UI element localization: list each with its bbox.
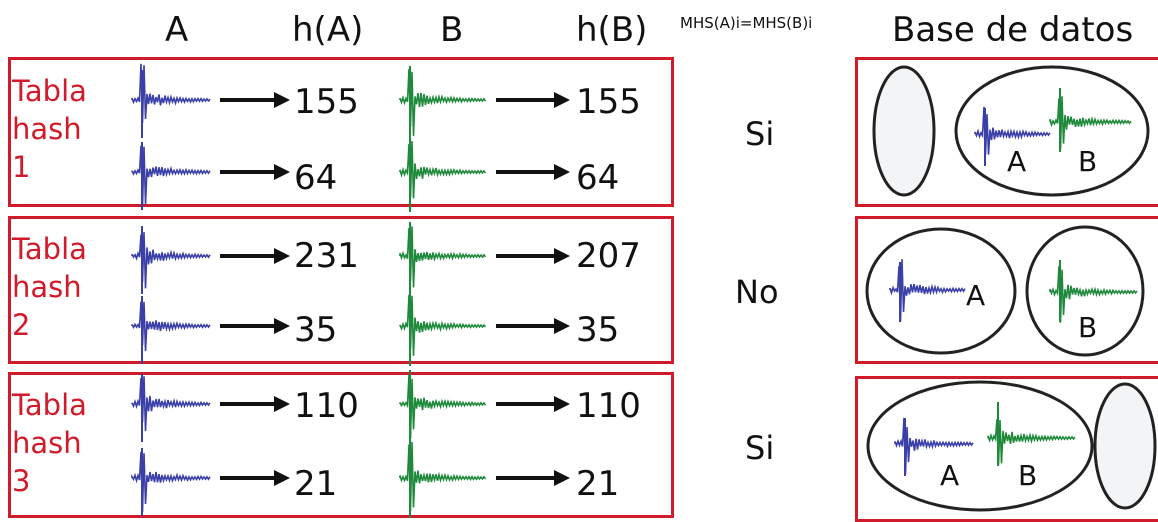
header-condition: MHS(A)i=MHS(B)i — [680, 14, 813, 32]
hb-value: 110 — [576, 386, 641, 426]
waveform — [894, 417, 974, 474]
arrow-head — [554, 92, 570, 108]
bucket-a-b — [866, 380, 1094, 512]
comparison-result: Si — [745, 115, 775, 153]
comparison-result: Si — [745, 429, 775, 467]
waveform — [399, 68, 487, 136]
arrow-head — [274, 92, 290, 108]
ha-value: 21 — [294, 464, 338, 504]
header-b: B — [440, 10, 464, 50]
arrow-head — [554, 248, 570, 264]
hb-value: 207 — [576, 236, 641, 276]
waveform — [1049, 96, 1132, 150]
comparison-result: No — [735, 273, 779, 311]
waveform — [1049, 265, 1138, 323]
ha-value: 64 — [294, 158, 338, 198]
table-1-label: Tabla hash 1 — [12, 74, 87, 184]
hb-value: 64 — [576, 158, 620, 198]
header-hb: h(B) — [576, 10, 648, 50]
ha-value: 155 — [294, 82, 359, 122]
arrow-head — [554, 318, 570, 334]
hash-table-1-box — [8, 57, 674, 207]
waveform — [399, 441, 487, 512]
waveform — [399, 140, 487, 199]
waveform — [131, 63, 211, 123]
empty-bucket — [872, 65, 936, 197]
arrow-head — [554, 396, 570, 412]
ha-value: 110 — [294, 386, 359, 426]
waveform — [131, 376, 211, 432]
arrow-head — [554, 164, 570, 180]
empty-bucket — [1093, 382, 1157, 510]
arrow-head — [274, 164, 290, 180]
hb-value: 35 — [576, 310, 620, 350]
bucket-letter-b: B — [1078, 311, 1098, 344]
bucket-a — [865, 227, 1017, 355]
waveform — [399, 294, 487, 356]
header-ha: h(A) — [292, 10, 364, 50]
waveform — [131, 301, 211, 352]
arrow-head — [274, 470, 290, 486]
bucket-letter-a: A — [1007, 145, 1027, 178]
arrow-head — [274, 248, 290, 264]
arrow-head — [274, 396, 290, 412]
hash-table-2-box — [8, 216, 674, 364]
waveform — [987, 419, 1076, 465]
waveform — [889, 259, 966, 322]
database-box-1 — [855, 57, 1158, 207]
ha-value: 231 — [294, 236, 359, 276]
waveform — [131, 145, 211, 207]
waveform — [974, 106, 1051, 155]
ha-value: 35 — [294, 310, 338, 350]
hb-value: 155 — [576, 82, 641, 122]
waveform — [131, 232, 211, 289]
bucket-a-b — [954, 65, 1150, 197]
table-3-label: Tabla hash 3 — [12, 388, 87, 498]
table-2-label: Tabla hash 2 — [12, 232, 87, 342]
hb-value: 21 — [576, 464, 620, 504]
waveform — [131, 451, 211, 512]
hash-table-3-box — [8, 372, 674, 518]
waveform — [399, 374, 487, 440]
bucket-letter-b: B — [1078, 145, 1098, 178]
database-box-2 — [855, 216, 1158, 364]
bucket-b — [1025, 225, 1145, 357]
header-database: Base de datos — [892, 10, 1134, 50]
bucket-letter-b: B — [1018, 459, 1038, 492]
bucket-letter-a: A — [966, 279, 986, 312]
header-a: A — [165, 10, 189, 50]
arrow-head — [554, 470, 570, 486]
bucket-letter-a: A — [940, 459, 960, 492]
arrow-head — [274, 318, 290, 334]
waveform — [399, 226, 487, 288]
